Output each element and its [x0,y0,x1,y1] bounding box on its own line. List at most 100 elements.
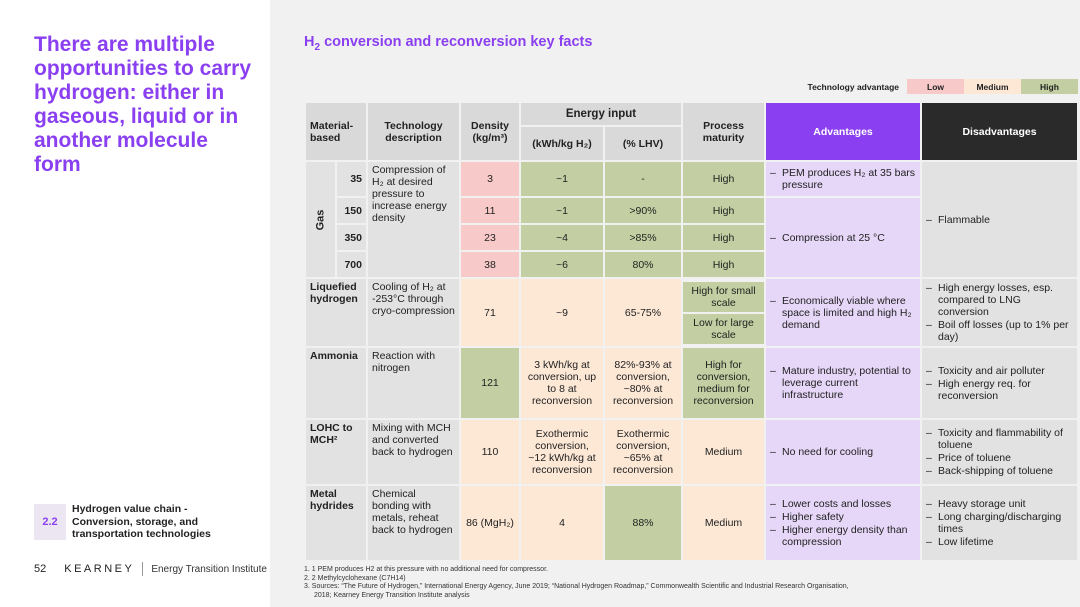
maturity-cell: Medium [683,486,764,560]
disadvantages-cell: Toxicity and air polluterHigh energy req… [922,348,1077,418]
header-density: Density (kg/m³) [461,103,519,160]
maturity-cell: High [683,252,764,277]
density-cell: 110 [461,420,519,484]
lhv-cell: >85% [605,225,681,250]
row-description: Cooling of H₂ at -253°C through cryo-com… [368,279,459,346]
table-row: 350 23 ~4 >85% High [306,225,1077,250]
row-description: Chemical bonding with metals, reheat bac… [368,486,459,560]
kwh-cell: ~1 [521,162,603,196]
advantage-item: PEM produces H₂ at 35 bars pressure [770,167,916,191]
advantages-cell: Economically viable where space is limit… [766,279,920,346]
table-row: 700 38 ~6 80% High [306,252,1077,277]
disadvantage-item: Heavy storage unit [926,498,1073,510]
header-maturity: Process maturity [683,103,764,160]
disadvantage-item: Toxicity and air polluter [926,365,1073,377]
brand-logo: KEARNEY [64,563,135,575]
table-row: Gas 35 Compression of H₂ at desired pres… [306,162,1077,277]
disadvantage-item: Flammable [926,214,1073,226]
disadvantage-item: Long charging/discharging times [926,511,1073,535]
density-cell: 71 [461,279,519,346]
disadvantage-item: Back-shipping of toluene [926,465,1073,477]
advantage-item: Economically viable where space is limit… [770,295,916,331]
density-cell: 23 [461,225,519,250]
row-description: Mixing with MCH and converted back to hy… [368,420,459,484]
row-label: Metal hydrides [306,486,366,560]
advantages-cell: No need for cooling [766,420,920,484]
header-technology: Technology description [368,103,459,160]
maturity-cell: High [683,162,764,196]
key-facts-table: Material-based Technology description De… [304,101,1079,562]
legend-low: Low [907,79,964,94]
lhv-cell: 88% [605,486,681,560]
title-subscript: 2 [314,41,321,53]
gas-label: Gas [306,162,335,277]
lhv-cell: 82%-93% at conversion, ~80% at reconvers… [605,348,681,418]
advantage-item: Higher energy density than compression [770,524,916,548]
kwh-cell: ~9 [521,279,603,346]
maturity-cell: High for conversion, medium for reconver… [683,348,764,418]
lhv-cell: - [605,162,681,196]
maturity-cell: High for small scale Low for large scale [683,279,764,346]
legend-medium: Medium [964,79,1021,94]
advantage-item: Compression at 25 °C [770,232,916,244]
disadvantage-item: Price of toluene [926,452,1073,464]
header-kwh: (kWh/kg H₂) [521,127,603,160]
header-material: Material-based [306,103,366,160]
maturity-cell: High [683,225,764,250]
footnote: 3. Sources: “The Future of Hydrogen,” In… [304,583,849,599]
table-row: Ammonia Reaction with nitrogen 121 3 kWh… [306,348,1077,418]
maturity-cell: Medium [683,420,764,484]
pressure-cell: 150 [337,198,366,223]
kwh-cell: ~4 [521,225,603,250]
divider [142,562,144,576]
kwh-cell: 3 kWh/kg at conversion, up to 8 at recon… [521,348,603,418]
row-label: Ammonia [306,348,366,418]
disadvantages-cell: Flammable [922,162,1077,277]
disadvantages-cell: High energy losses, esp. compared to LNG… [922,279,1077,346]
lhv-cell: 80% [605,252,681,277]
maturity-small: High for small scale [683,281,764,312]
pressure-cell: 700 [337,252,366,277]
section-number: 2.2 [34,503,66,540]
disadvantages-cell: Toxicity and flammability of toluenePric… [922,420,1077,484]
kwh-cell: 4 [521,486,603,560]
table-row: LOHC to MCH² Mixing with MCH and convert… [306,420,1077,484]
slide-title: H2 conversion and reconversion key facts [304,34,592,53]
title-part: conversion and reconversion key facts [320,34,593,50]
table-row: Liquefied hydrogen Cooling of H₂ at -253… [306,279,1077,346]
maturity-cell: High [683,198,764,223]
footnotes: 1. 1 PEM produces H2 at this pressure wi… [304,566,864,600]
density-cell: 3 [461,162,519,196]
legend-high: High [1021,79,1078,94]
lhv-cell: >90% [605,198,681,223]
disadvantage-item: High energy req. for reconversion [926,378,1073,402]
disadvantage-item: Toxicity and flammability of toluene [926,427,1073,451]
advantage-item: No need for cooling [770,446,916,458]
footnote: 1. 1 PEM produces H2 at this pressure wi… [304,566,548,573]
footnote: 2. 2 Methylcyclohexane (C7H14) [304,574,406,582]
table-row: Metal hydrides Chemical bonding with met… [306,486,1077,560]
advantage-item: Lower costs and losses [770,498,916,510]
disadvantages-cell: Heavy storage unitLong charging/discharg… [922,486,1077,560]
pressure-cell: 35 [337,162,366,196]
lhv-cell: Exothermic conversion, ~65% at reconvers… [605,420,681,484]
kwh-cell: Exothermic conversion, ~12 kWh/kg at rec… [521,420,603,484]
table-row: 150 11 ~1 >90% High Compression at 25 °C [306,198,1077,277]
lhv-cell: 65-75% [605,279,681,346]
kwh-cell: ~6 [521,252,603,277]
institute-name: Energy Transition Institute [151,563,267,575]
gas-label-text: Gas [314,209,327,230]
section-title: Hydrogen value chain - Conversion, stora… [72,503,211,540]
header-energy-input: Energy input [521,103,681,125]
row-label: LOHC to MCH² [306,420,366,484]
footer: 52 KEARNEY Energy Transition Institute [34,562,267,576]
advantage-item: Mature industry, potential to leverage c… [770,365,916,401]
right-panel: H2 conversion and reconversion key facts… [270,0,1080,607]
page-headline: There are multiple opportunities to carr… [34,33,252,176]
disadvantage-item: High energy losses, esp. compared to LNG… [926,282,1073,318]
density-cell: 11 [461,198,519,223]
page-number: 52 [34,563,47,575]
advantage-item: Higher safety [770,511,916,523]
advantages-cell: Mature industry, potential to leverage c… [766,348,920,418]
density-cell: 38 [461,252,519,277]
